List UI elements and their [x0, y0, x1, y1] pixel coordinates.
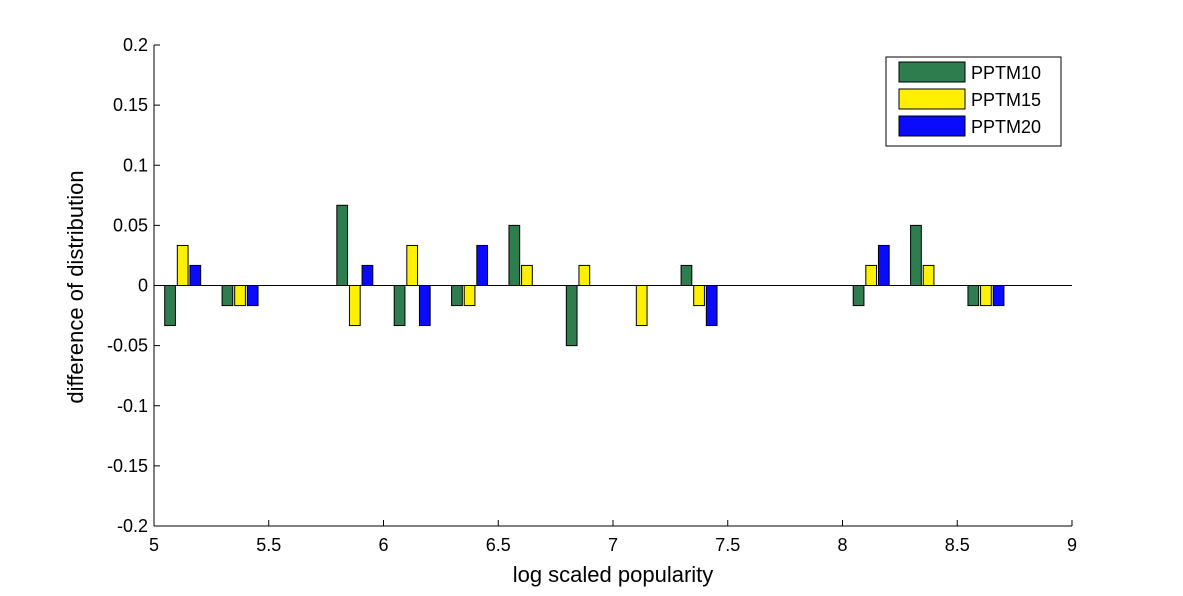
bar-pptm15-3 — [348, 285, 361, 327]
bar-pptm15-6 — [521, 264, 533, 287]
x-tick-label: 9 — [1067, 535, 1077, 555]
legend-label-pptm15: PPTM15 — [971, 90, 1041, 110]
legend-swatch-pptm15 — [898, 88, 966, 110]
y-tick-label: 0.1 — [123, 155, 148, 175]
x-tick-label: 5 — [149, 535, 159, 555]
bar-pptm15-14 — [980, 285, 992, 307]
bar-pptm15-12 — [865, 264, 878, 287]
bar-pptm20-1 — [246, 285, 259, 307]
bar-pptm15-0 — [176, 244, 189, 287]
y-tick-label: 0.15 — [113, 95, 148, 115]
bar-pptm20-3 — [361, 264, 374, 287]
legend-swatch-pptm10 — [898, 61, 966, 83]
bar-pptm10-12 — [852, 285, 865, 307]
bar-pptm15-7 — [578, 264, 591, 287]
y-axis-label: difference of distribution — [63, 170, 88, 403]
bar-pptm20-12 — [877, 244, 890, 287]
bar-pptm20-0 — [189, 264, 202, 287]
x-tick-label: 8.5 — [945, 535, 970, 555]
x-axis-label: log scaled popularity — [513, 562, 714, 587]
x-tick-label: 6.5 — [486, 535, 511, 555]
bar-pptm10-1 — [221, 285, 234, 307]
bar-pptm15-1 — [234, 285, 246, 307]
bar-pptm10-13 — [910, 224, 922, 287]
bar-pptm10-3 — [336, 204, 349, 286]
y-tick-label: 0.05 — [113, 215, 148, 235]
legend-label-pptm10: PPTM10 — [971, 63, 1041, 83]
bar-pptm15-4 — [406, 244, 419, 287]
legend: PPTM10 PPTM15 PPTM20 — [885, 56, 1062, 147]
bar-pptm20-5 — [476, 244, 489, 287]
y-tick-label: -0.1 — [117, 396, 148, 416]
x-tick-label: 7 — [608, 535, 618, 555]
legend-swatch-pptm20 — [898, 115, 966, 137]
bar-pptm10-0 — [164, 285, 176, 327]
y-tick-label: -0.2 — [117, 516, 148, 536]
x-tick-label: 5.5 — [256, 535, 281, 555]
bar-pptm15-9 — [693, 285, 705, 307]
bar-pptm20-14 — [992, 285, 1005, 307]
bar-pptm20-4 — [418, 285, 431, 327]
y-tick-label: 0.2 — [123, 35, 148, 55]
bar-pptm10-9 — [680, 264, 693, 287]
x-tick-label: 8 — [837, 535, 847, 555]
bar-pptm10-4 — [393, 285, 406, 327]
x-tick-label: 7.5 — [715, 535, 740, 555]
bar-pptm10-6 — [508, 224, 521, 287]
bar-pptm15-13 — [922, 264, 935, 287]
bar-pptm15-5 — [463, 285, 476, 307]
bar-pptm15-8 — [635, 285, 648, 327]
bar-pptm10-14 — [967, 285, 980, 307]
bar-pptm10-7 — [565, 285, 578, 347]
y-tick-label: -0.15 — [107, 456, 148, 476]
bar-pptm20-9 — [705, 285, 718, 327]
x-tick-label: 6 — [378, 535, 388, 555]
y-tick-label: 0 — [138, 276, 148, 296]
bar-pptm10-5 — [451, 285, 463, 307]
y-tick-label: -0.05 — [107, 336, 148, 356]
legend-label-pptm20: PPTM20 — [971, 117, 1041, 137]
